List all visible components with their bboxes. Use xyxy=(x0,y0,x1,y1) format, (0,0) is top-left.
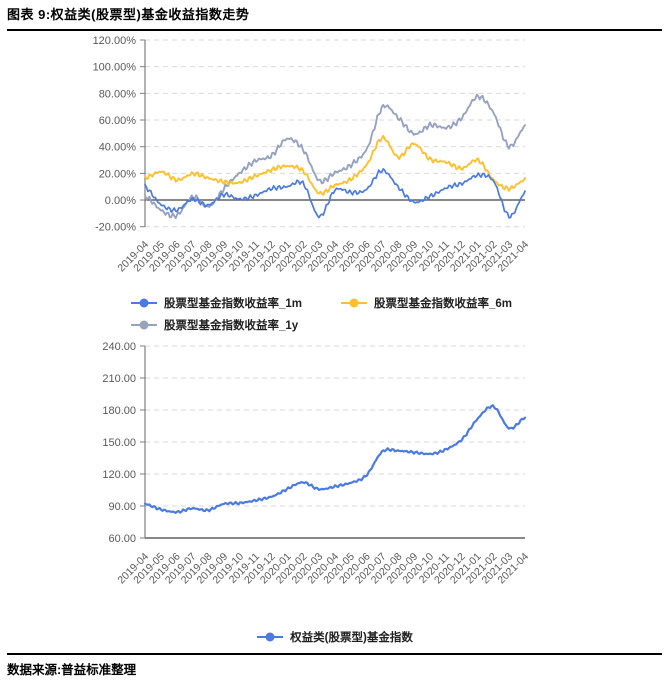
svg-text:60.00: 60.00 xyxy=(108,533,136,545)
legend-item-6m: 股票型基金指数收益率_6m xyxy=(341,295,512,311)
returns-chart-legend: 股票型基金指数收益率_1m 股票型基金指数收益率_6m 股票型基金指数收益率_1… xyxy=(131,295,512,333)
svg-text:90.00: 90.00 xyxy=(108,501,136,513)
line-dot-marker-icon xyxy=(131,298,157,308)
data-source-note: 数据来源:普益标准整理 xyxy=(7,663,137,677)
line-dot-marker-icon xyxy=(257,632,284,642)
legend-label-1y: 股票型基金指数收益率_1y xyxy=(164,320,299,332)
line-dot-marker-icon xyxy=(131,320,157,330)
svg-text:20.00%: 20.00% xyxy=(99,168,137,180)
svg-text:210.00: 210.00 xyxy=(102,373,136,385)
legend-item-1m: 股票型基金指数收益率_1m xyxy=(131,295,341,311)
svg-text:150.00: 150.00 xyxy=(102,437,136,449)
bottom-divider xyxy=(7,653,662,655)
svg-text:0.00%: 0.00% xyxy=(105,195,136,207)
legend-label-6m: 股票型基金指数收益率_6m xyxy=(374,298,513,310)
line-dot-marker-icon xyxy=(341,298,367,308)
svg-text:80.00%: 80.00% xyxy=(99,88,137,100)
legend-label-1m: 股票型基金指数收益率_1m xyxy=(164,298,303,310)
legend-item-1y: 股票型基金指数收益率_1y xyxy=(131,317,341,333)
svg-text:60.00%: 60.00% xyxy=(99,115,137,127)
svg-text:120.00: 120.00 xyxy=(102,469,136,481)
svg-text:100.00%: 100.00% xyxy=(93,62,137,74)
svg-text:40.00%: 40.00% xyxy=(99,142,137,154)
svg-text:-20.00%: -20.00% xyxy=(95,222,136,234)
svg-text:120.00%: 120.00% xyxy=(93,35,137,47)
index-chart-legend: 权益类(股票型)基金指数 xyxy=(145,629,525,645)
svg-text:240.00: 240.00 xyxy=(102,341,136,353)
svg-text:180.00: 180.00 xyxy=(102,405,136,417)
legend-label-index: 权益类(股票型)基金指数 xyxy=(290,632,413,644)
figure-title: 图表 9:权益类(股票型)基金收益指数走势 xyxy=(7,7,250,22)
top-divider xyxy=(7,29,662,31)
legend-item-index: 权益类(股票型)基金指数 xyxy=(257,629,413,645)
